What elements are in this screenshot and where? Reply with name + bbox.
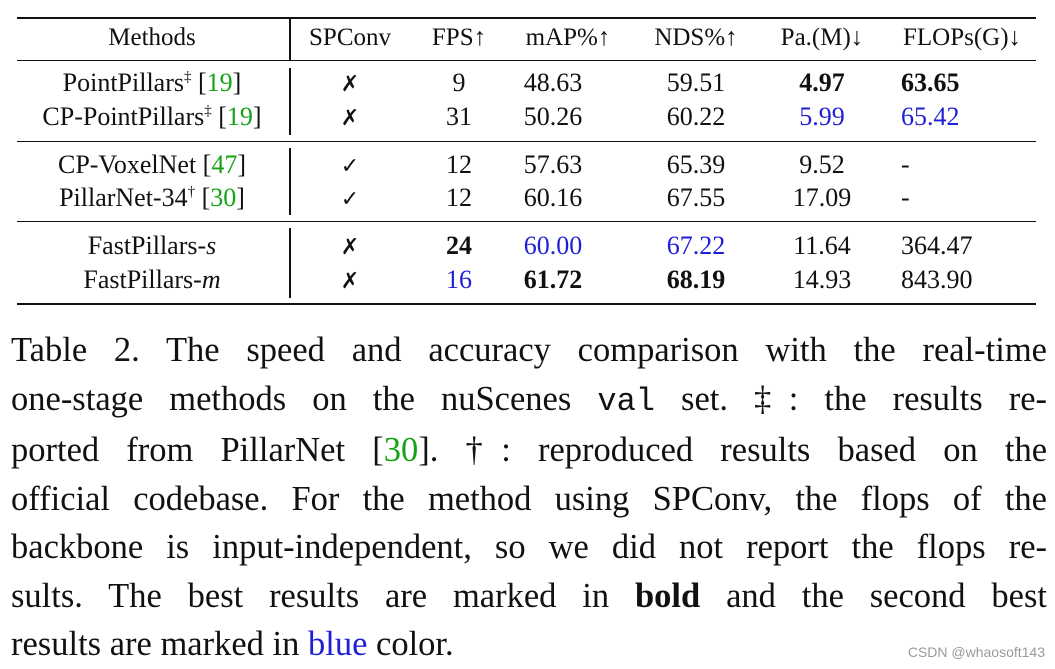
table-cell-flops: -: [901, 183, 910, 212]
caption-line: results are marked in blue color.: [11, 625, 454, 663]
table-caption: Table 2. The speed and accuracy comparis…: [11, 326, 1047, 669]
table-cell-params: 9.52: [799, 150, 845, 179]
column-separator: [289, 68, 291, 135]
table-row-method: CP-PointPillars‡ [19]: [42, 102, 262, 131]
table-cell-map: 60.00: [523, 231, 583, 260]
table-cell-map: 48.63: [523, 68, 583, 97]
citation-link[interactable]: 30: [383, 431, 419, 469]
table-cell-fps: 12: [446, 183, 472, 212]
spconv-no-icon: ✗: [340, 106, 360, 131]
table-cell-flops: 364.47: [901, 231, 973, 260]
table-cell-fps: 31: [446, 102, 472, 131]
table-cell-nds: 68.19: [666, 265, 726, 294]
caption-line: Table 2. The speed and accuracy comparis…: [11, 331, 1047, 369]
spconv-yes-icon: ✓: [340, 154, 360, 179]
table-cell-params: 4.97: [799, 68, 845, 97]
watermark: CSDN @whaosoft143: [907, 644, 1045, 660]
table-cell-params: 17.09: [792, 183, 852, 212]
caption-line: sults. The best results are marked in bo…: [11, 576, 1047, 615]
table-cell-fps: 24: [446, 231, 472, 260]
table-row-method: FastPillars-s: [87, 231, 217, 260]
table-cell-flops: 63.65: [901, 68, 960, 97]
caption-line: backbone is input-independent, so we did…: [11, 528, 1047, 566]
caption-line: ported from PillarNet [30]. †: reproduce…: [11, 431, 1048, 469]
caption-line: official codebase. For the method using …: [11, 479, 1047, 518]
table-cell-flops: -: [901, 150, 910, 179]
table-group1-rule: [17, 141, 1036, 143]
spconv-no-icon: ✗: [340, 72, 360, 97]
table-row-method: PointPillars‡ [19]: [62, 68, 242, 97]
table-header-rule: [17, 60, 1036, 62]
table-cell-params: 5.99: [799, 102, 845, 131]
header-map: mAP%↑: [525, 24, 611, 51]
table-cell-flops: 65.42: [901, 102, 960, 131]
table-cell-nds: 60.22: [666, 102, 726, 131]
table-row-method: CP-VoxelNet [47]: [57, 150, 247, 179]
table-cell-nds: 67.22: [666, 231, 726, 260]
table-row-method: FastPillars-m: [83, 265, 221, 294]
citation-link[interactable]: 19: [206, 68, 233, 97]
column-separator: [289, 17, 291, 61]
table-cell-map: 57.63: [523, 150, 583, 179]
citation-link[interactable]: 30: [210, 183, 237, 212]
column-separator: [289, 228, 291, 298]
column-separator: [289, 148, 291, 215]
table-cell-fps: 12: [446, 150, 472, 179]
spconv-no-icon: ✗: [340, 269, 360, 294]
table-bottom-rule: [17, 303, 1036, 305]
table-cell-nds: 67.55: [666, 183, 726, 212]
header-methods: Methods: [108, 24, 196, 51]
caption-line: one-stage methods on the nuScenes val se…: [11, 379, 1048, 420]
spconv-yes-icon: ✓: [340, 187, 360, 212]
table-cell-params: 11.64: [793, 231, 851, 260]
table-cell-fps: 16: [446, 265, 472, 294]
spconv-no-icon: ✗: [340, 235, 360, 260]
table-cell-nds: 59.51: [666, 68, 726, 97]
citation-link[interactable]: 47: [211, 150, 238, 179]
table-cell-map: 50.26: [523, 102, 583, 131]
header-flops: FLOPs(G)↓: [902, 24, 1022, 51]
table-top-rule: [17, 17, 1036, 19]
header-spconv: SPConv: [309, 24, 391, 51]
header-params: Pa.(M)↓: [780, 24, 864, 51]
table-group2-rule: [17, 221, 1036, 223]
table-cell-map: 61.72: [523, 265, 583, 294]
table-cell-fps: 9: [452, 68, 466, 97]
table-cell-flops: 843.90: [901, 265, 973, 294]
table-cell-map: 60.16: [523, 183, 583, 212]
table-row-method: PillarNet-34† [30]: [59, 183, 245, 212]
header-fps: FPS↑: [431, 24, 487, 51]
citation-link[interactable]: 19: [226, 102, 253, 131]
header-nds: NDS%↑: [654, 24, 738, 51]
table-cell-nds: 65.39: [666, 150, 726, 179]
table-cell-params: 14.93: [792, 265, 852, 294]
